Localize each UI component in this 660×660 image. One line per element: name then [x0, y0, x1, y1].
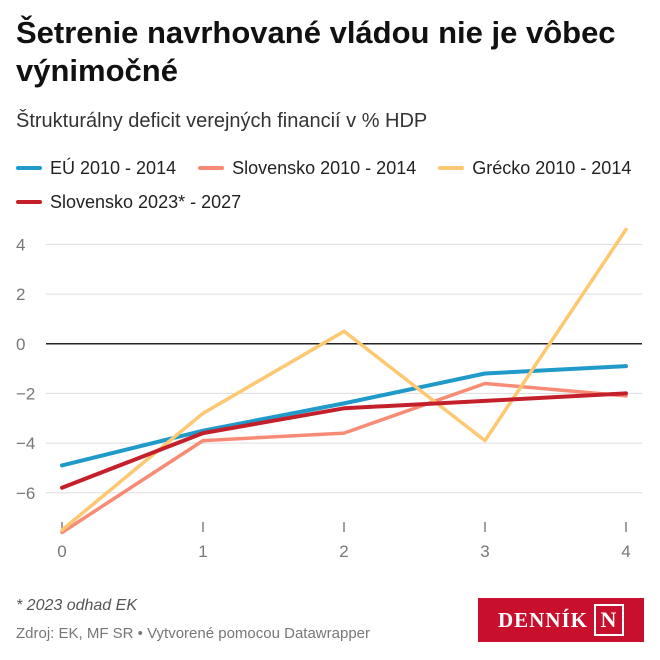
legend-swatch-gr: [438, 166, 465, 170]
legend-label-eu: EÚ 2010 - 2014: [50, 157, 177, 178]
series-line-sk2023: [60, 391, 628, 490]
chart-title: Šetrenie navrhované vládou nie je vôbec …: [16, 15, 616, 88]
x-tick-label: 2: [339, 542, 348, 561]
legend-item-eu: EÚ 2010 - 2014: [16, 156, 176, 180]
legend-swatch-sk2010: [198, 166, 225, 170]
y-tick-label: −4: [16, 434, 35, 453]
series-line-sk2010: [60, 381, 628, 535]
series-line-eu: [60, 364, 628, 468]
logo-mark: N: [594, 604, 624, 636]
legend-item-sk2010: Slovensko 2010 - 2014: [198, 156, 416, 180]
source-note: Zdroj: EK, MF SR • Vytvorené pomocou Dat…: [16, 625, 371, 642]
y-tick-label: 2: [16, 285, 25, 304]
legend-label-gr: Grécko 2010 - 2014: [472, 157, 632, 178]
legend-swatch-eu: [16, 166, 42, 170]
legend-swatch-sk2023: [16, 200, 42, 204]
legend-item-sk2023: Slovensko 2023* - 2027: [16, 190, 241, 214]
legend-label-sk2023: Slovensko 2023* - 2027: [50, 191, 242, 212]
logo-text: DENNÍK: [497, 607, 588, 632]
dennik-n-logo: DENNÍK N: [478, 598, 644, 642]
chart-subtitle: Štrukturálny deficit verejných financií …: [16, 110, 428, 132]
legend-label-sk2010: Slovensko 2010 - 2014: [232, 157, 417, 178]
x-tick-label: 0: [57, 542, 66, 561]
legend: EÚ 2010 - 2014 Slovensko 2010 - 2014 Gré…: [16, 156, 656, 214]
y-tick-label: −6: [16, 484, 35, 503]
y-tick-label: 4: [16, 235, 25, 254]
x-tick-label: 3: [480, 542, 489, 561]
y-tick-label: −2: [16, 384, 35, 403]
y-tick-label: 0: [16, 335, 25, 354]
x-tick-label: 1: [198, 542, 207, 561]
x-tick-label: 4: [621, 542, 630, 561]
legend-item-gr: Grécko 2010 - 2014: [438, 156, 631, 180]
series-line-gr: [60, 227, 628, 532]
footnote: * 2023 odhad EK: [16, 597, 137, 614]
